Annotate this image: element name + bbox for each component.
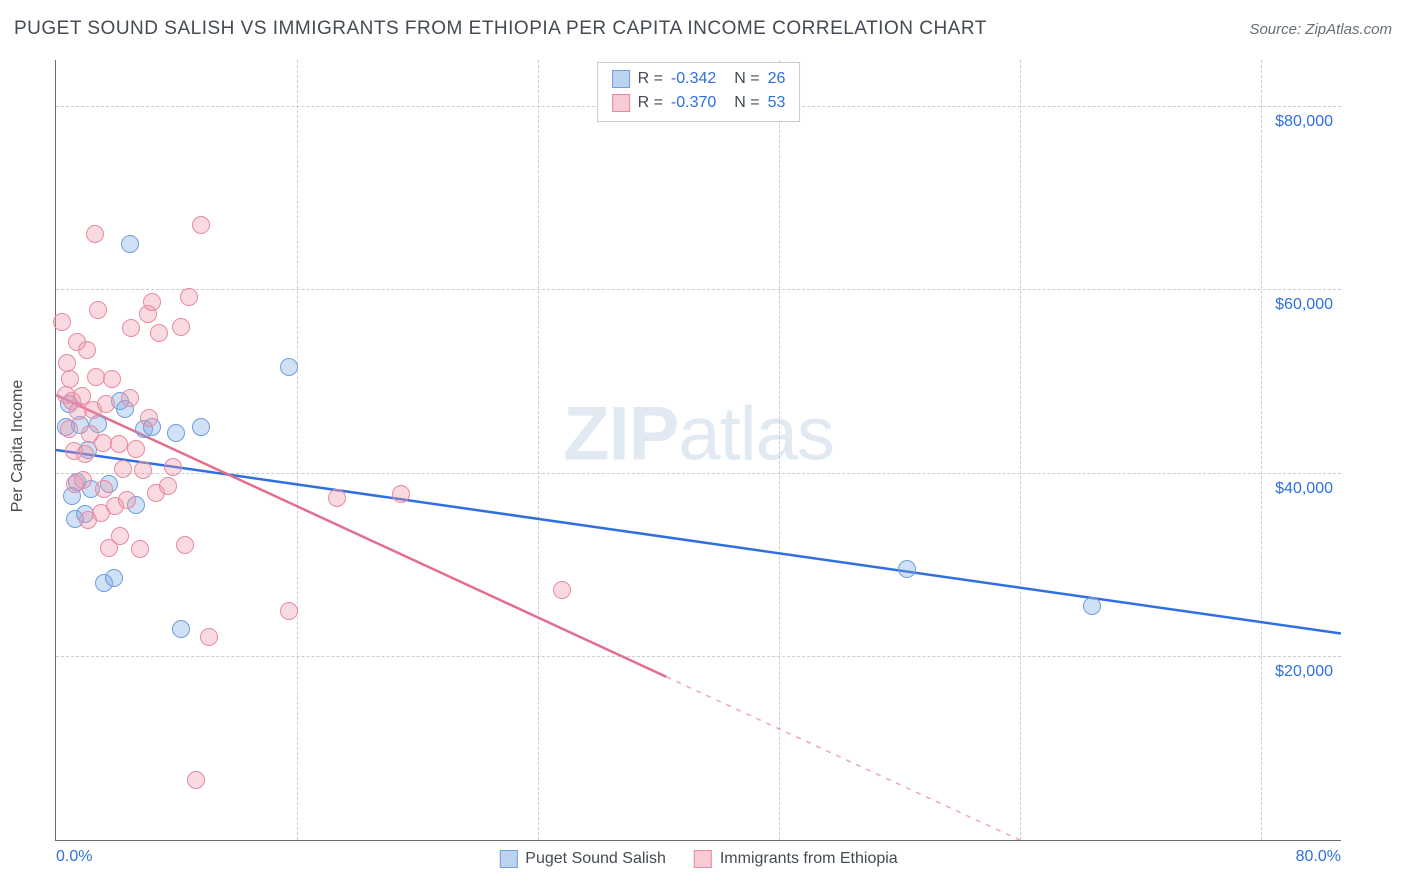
data-point	[280, 358, 298, 376]
data-point	[61, 370, 79, 388]
data-point	[192, 418, 210, 436]
gridline-h	[56, 289, 1341, 290]
gridline-v	[297, 60, 298, 840]
stats-row-series-0: R = -0.342 N = 26	[612, 67, 786, 91]
series-legend: Puget Sound Salish Immigrants from Ethio…	[499, 850, 897, 868]
data-point	[176, 536, 194, 554]
data-point	[105, 569, 123, 587]
source-attribution: Source: ZipAtlas.com	[1249, 21, 1392, 38]
data-point	[200, 628, 218, 646]
stats-legend: R = -0.342 N = 26 R = -0.370 N = 53	[597, 62, 801, 122]
data-point	[78, 341, 96, 359]
data-point	[164, 458, 182, 476]
trend-line	[56, 450, 1341, 634]
data-point	[180, 288, 198, 306]
data-point	[97, 395, 115, 413]
y-tick-label: $80,000	[1275, 113, 1333, 131]
data-point	[167, 424, 185, 442]
gridline-h	[56, 656, 1341, 657]
data-point	[121, 235, 139, 253]
swatch-icon	[612, 94, 630, 112]
page-title: PUGET SOUND SALISH VS IMMIGRANTS FROM ET…	[14, 18, 987, 40]
legend-item-series-1: Immigrants from Ethiopia	[694, 850, 898, 868]
y-tick-label: $20,000	[1275, 663, 1333, 681]
gridline-h	[56, 473, 1341, 474]
data-point	[114, 460, 132, 478]
data-point	[131, 540, 149, 558]
data-point	[280, 602, 298, 620]
x-tick-max: 80.0%	[1296, 848, 1341, 866]
gridline-v	[1020, 60, 1021, 840]
header: PUGET SOUND SALISH VS IMMIGRANTS FROM ET…	[14, 18, 1392, 40]
gridline-v	[779, 60, 780, 840]
data-point	[172, 318, 190, 336]
stats-row-series-1: R = -0.370 N = 53	[612, 91, 786, 115]
data-point	[140, 409, 158, 427]
watermark: ZIPatlas	[563, 391, 834, 478]
data-point	[392, 485, 410, 503]
y-axis-label: Per Capita Income	[9, 380, 27, 513]
plot-area: ZIPatlas $20,000 $40,000 $60,000 $80,000 R …	[55, 60, 1341, 841]
data-point	[118, 491, 136, 509]
y-tick-label: $60,000	[1275, 296, 1333, 314]
data-point	[110, 435, 128, 453]
data-point	[127, 440, 145, 458]
swatch-icon	[694, 850, 712, 868]
data-point	[553, 581, 571, 599]
data-point	[898, 560, 916, 578]
data-point	[328, 489, 346, 507]
swatch-icon	[499, 850, 517, 868]
data-point	[172, 620, 190, 638]
trend-lines	[56, 60, 1341, 840]
y-tick-label: $40,000	[1275, 480, 1333, 498]
data-point	[60, 420, 78, 438]
gridline-v	[538, 60, 539, 840]
gridline-v	[1261, 60, 1262, 840]
data-point	[95, 480, 113, 498]
data-point	[58, 354, 76, 372]
swatch-icon	[612, 70, 630, 88]
data-point	[103, 370, 121, 388]
data-point	[121, 389, 139, 407]
data-point	[143, 293, 161, 311]
data-point	[134, 461, 152, 479]
data-point	[150, 324, 168, 342]
data-point	[159, 477, 177, 495]
legend-item-series-0: Puget Sound Salish	[499, 850, 666, 868]
x-tick-min: 0.0%	[56, 848, 92, 866]
data-point	[1083, 597, 1101, 615]
data-point	[74, 471, 92, 489]
data-point	[122, 319, 140, 337]
trend-line-extrapolated	[666, 677, 1019, 840]
data-point	[192, 216, 210, 234]
data-point	[76, 445, 94, 463]
data-point	[86, 225, 104, 243]
data-point	[89, 301, 107, 319]
data-point	[111, 527, 129, 545]
data-point	[53, 313, 71, 331]
data-point	[187, 771, 205, 789]
